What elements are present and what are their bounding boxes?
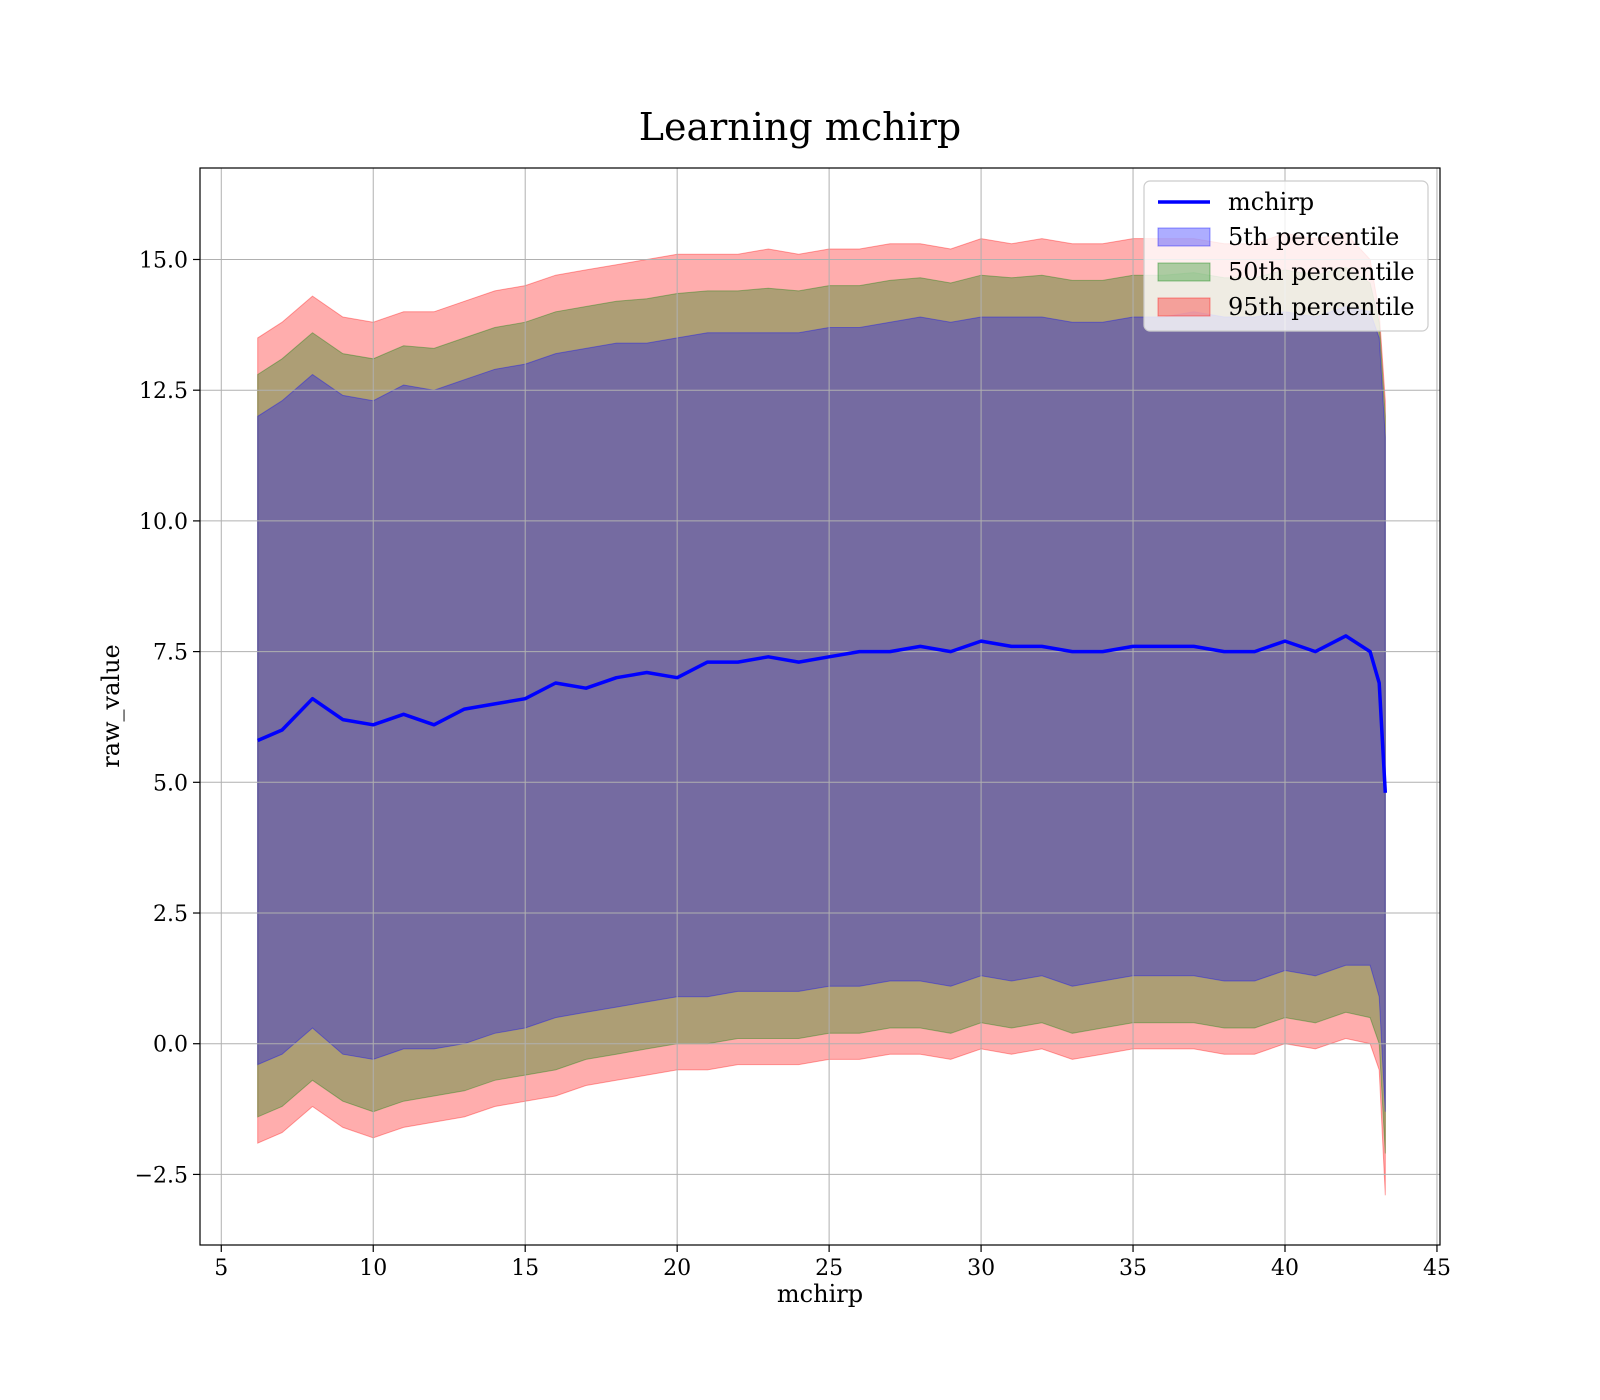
legend-swatch (1157, 297, 1211, 317)
y-tick-label: 15.0 (139, 248, 188, 273)
x-tick-label: 10 (359, 1256, 387, 1281)
y-tick-label: 7.5 (153, 641, 188, 666)
percentile-bands (257, 232, 1386, 1196)
y-tick-label: 12.5 (139, 379, 188, 404)
legend-label: mchirp (1228, 188, 1314, 216)
legend-label: 5th percentile (1228, 223, 1399, 251)
x-tick-label: 15 (511, 1256, 539, 1281)
x-axis-ticks: 5 10 15 20 25 30 35 40 45 (214, 1245, 1451, 1281)
x-tick-label: 45 (1423, 1256, 1451, 1281)
x-tick-label: 30 (967, 1256, 995, 1281)
x-tick-label: 35 (1119, 1256, 1147, 1281)
y-axis-ticks: −2.5 0.0 2.5 5.0 7.5 10.0 12.5 15.0 (135, 248, 200, 1188)
x-axis-label: mchirp (777, 1280, 863, 1308)
legend-swatch (1157, 262, 1211, 282)
band-50th-percentile (257, 266, 1386, 1154)
legend-label: 95th percentile (1228, 293, 1415, 321)
legend-box (1143, 180, 1429, 332)
x-tick-label: 40 (1271, 1256, 1299, 1281)
x-tick-label: 5 (214, 1256, 228, 1281)
y-tick-label: 10.0 (139, 510, 188, 535)
axes-background (200, 168, 1440, 1245)
chart-title: Learning mchirp (639, 105, 961, 149)
series-lines (257, 634, 1388, 793)
x-tick-label: 20 (663, 1256, 691, 1281)
axes-frame (199, 167, 1441, 1246)
y-axis-label: raw_value (97, 644, 125, 768)
band-5th-percentile (257, 305, 1386, 1112)
y-tick-label: −2.5 (135, 1163, 188, 1188)
x-tick-label: 25 (815, 1256, 843, 1281)
y-tick-label: 5.0 (153, 771, 188, 796)
mchirp-line (257, 634, 1388, 793)
y-tick-label: 2.5 (153, 902, 188, 927)
legend-swatch (1157, 227, 1211, 247)
band-95th-percentile (257, 232, 1386, 1196)
plot-area (199, 167, 1441, 1246)
legend-label: 50th percentile (1228, 258, 1415, 286)
y-tick-label: 0.0 (153, 1033, 188, 1058)
legend: mchirp 5th percentile 50th percentile 95th … (1143, 180, 1429, 332)
grid-lines (200, 168, 1440, 1245)
